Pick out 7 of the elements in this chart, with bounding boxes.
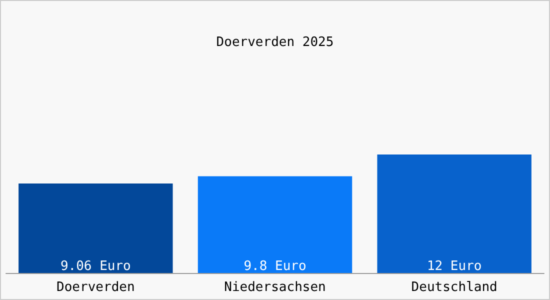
x-tick-label: Niedersachsen: [224, 280, 326, 295]
chart-title: Doerverden 2025: [216, 35, 334, 50]
data-label: 9.06 Euro: [60, 259, 131, 274]
x-tick-label: Doerverden: [56, 280, 135, 295]
data-label: 12 Euro: [426, 259, 482, 274]
data-label: 9.8 Euro: [244, 259, 306, 274]
x-tick-label: Deutschland: [411, 280, 498, 295]
